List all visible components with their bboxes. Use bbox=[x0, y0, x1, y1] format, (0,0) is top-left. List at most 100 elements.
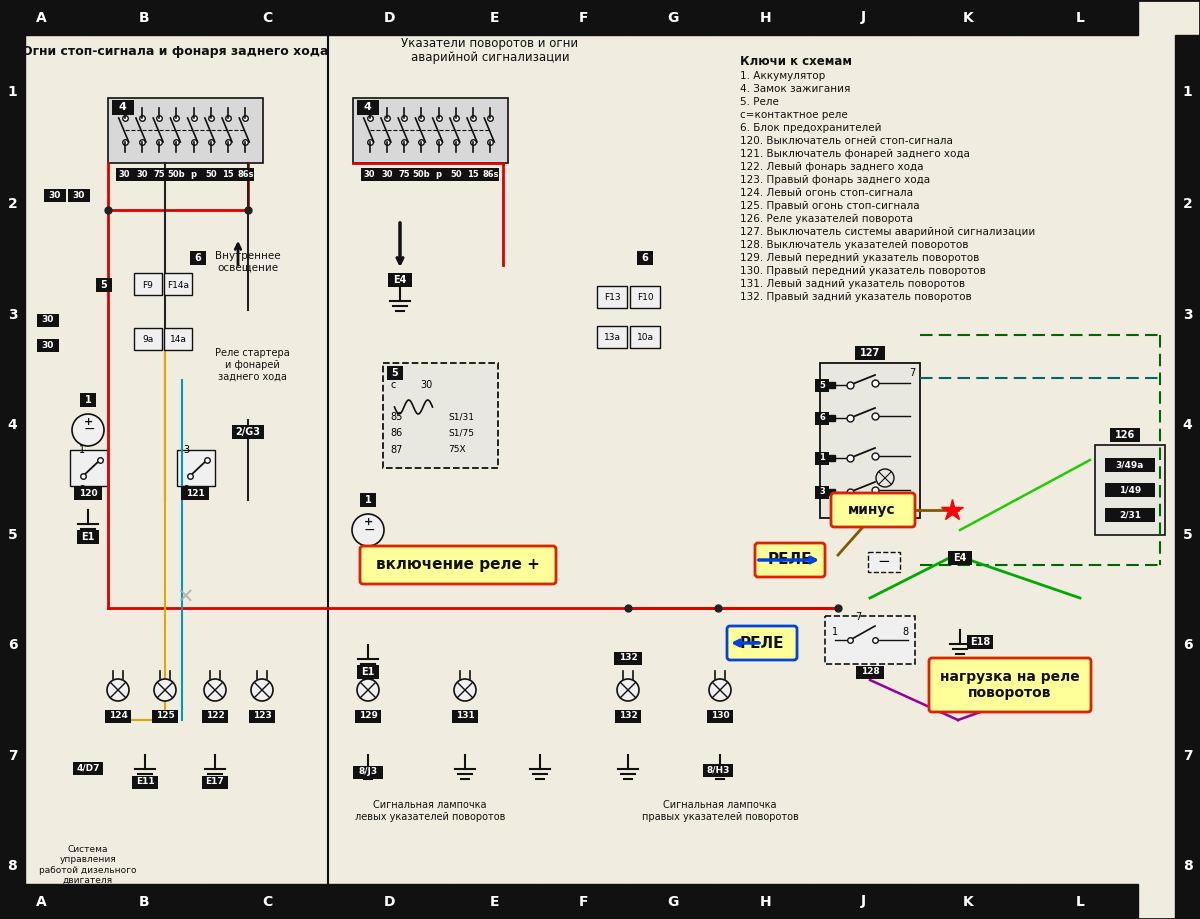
Text: +: + bbox=[84, 417, 94, 427]
Text: 121: 121 bbox=[186, 489, 204, 497]
Bar bbox=[37, 313, 59, 326]
Text: 8: 8 bbox=[902, 627, 908, 637]
Bar bbox=[132, 776, 158, 789]
Bar bbox=[202, 709, 228, 722]
Text: РЕЛЕ: РЕЛЕ bbox=[739, 636, 785, 651]
Bar bbox=[82, 884, 208, 919]
Bar bbox=[1096, 445, 1165, 535]
Bar bbox=[353, 97, 508, 163]
Bar bbox=[220, 168, 238, 181]
Bar bbox=[614, 652, 642, 664]
Text: 123. Правый фонарь заднего хода: 123. Правый фонарь заднего хода bbox=[740, 175, 930, 185]
Text: F14a: F14a bbox=[167, 280, 190, 289]
Text: 10a: 10a bbox=[636, 334, 654, 343]
Text: 2: 2 bbox=[182, 485, 190, 495]
Text: J: J bbox=[860, 10, 865, 25]
Text: 1: 1 bbox=[7, 85, 17, 98]
Text: 5: 5 bbox=[820, 380, 824, 390]
Text: 6: 6 bbox=[642, 253, 648, 263]
Text: Внутреннее
освещение: Внутреннее освещение bbox=[215, 251, 281, 273]
Bar bbox=[68, 188, 90, 201]
Bar bbox=[1175, 813, 1200, 919]
Text: 127. Выключатель системы аварийной сигнализации: 127. Выключатель системы аварийной сигна… bbox=[740, 227, 1036, 237]
Text: 5: 5 bbox=[101, 280, 107, 290]
Text: 2: 2 bbox=[7, 197, 17, 211]
Text: 86: 86 bbox=[390, 428, 403, 438]
Bar bbox=[707, 709, 733, 722]
Text: H: H bbox=[760, 10, 772, 25]
Bar bbox=[208, 0, 328, 35]
Bar bbox=[202, 776, 228, 789]
Text: 15: 15 bbox=[222, 170, 234, 179]
Text: 30: 30 bbox=[49, 190, 61, 199]
Text: 3: 3 bbox=[7, 308, 17, 322]
Text: E4: E4 bbox=[953, 553, 967, 563]
Bar bbox=[181, 486, 209, 500]
Text: 124: 124 bbox=[108, 711, 127, 720]
Text: 30: 30 bbox=[420, 380, 433, 390]
Text: 3: 3 bbox=[820, 487, 824, 496]
Text: 127: 127 bbox=[860, 347, 880, 357]
Text: 5: 5 bbox=[7, 528, 17, 542]
Text: 124. Левый огонь стоп-сигнала: 124. Левый огонь стоп-сигнала bbox=[740, 188, 913, 198]
Text: аварийной сигнализации: аварийной сигнализации bbox=[410, 51, 569, 63]
Text: 1: 1 bbox=[820, 453, 824, 462]
Bar bbox=[328, 0, 451, 35]
Bar bbox=[630, 326, 660, 348]
Bar bbox=[232, 425, 264, 439]
Text: B: B bbox=[139, 10, 150, 25]
Text: A: A bbox=[36, 894, 47, 909]
Bar bbox=[0, 590, 25, 700]
Text: минус: минус bbox=[848, 503, 896, 517]
Text: 7: 7 bbox=[854, 612, 862, 622]
Bar bbox=[0, 480, 25, 590]
Text: 7: 7 bbox=[908, 368, 916, 378]
Bar bbox=[0, 370, 25, 480]
Bar bbox=[868, 552, 900, 572]
FancyBboxPatch shape bbox=[360, 546, 556, 584]
Bar bbox=[236, 168, 254, 181]
Bar bbox=[108, 97, 263, 163]
Text: 87: 87 bbox=[390, 445, 403, 455]
Text: 129. Левый передний указатель поворотов: 129. Левый передний указатель поворотов bbox=[740, 253, 979, 263]
Bar bbox=[538, 884, 628, 919]
Text: Реле стартера
и фонарей
заднего хода: Реле стартера и фонарей заднего хода bbox=[215, 348, 289, 381]
Text: H: H bbox=[760, 894, 772, 909]
Text: S1/75: S1/75 bbox=[448, 428, 474, 437]
Bar bbox=[361, 168, 379, 181]
Bar bbox=[185, 168, 203, 181]
Bar bbox=[0, 813, 25, 919]
Text: Указатели поворотов и огни: Указатели поворотов и огни bbox=[402, 37, 578, 50]
Text: 121. Выключатель фонарей заднего хода: 121. Выключатель фонарей заднего хода bbox=[740, 149, 970, 159]
Text: 75X: 75X bbox=[448, 446, 466, 455]
Bar bbox=[1105, 458, 1154, 472]
Text: 2/31: 2/31 bbox=[1120, 510, 1141, 519]
Bar bbox=[1022, 0, 1138, 35]
Text: 125. Правый огонь стоп-сигнала: 125. Правый огонь стоп-сигнала bbox=[740, 201, 919, 211]
Bar bbox=[814, 0, 913, 35]
Text: 128: 128 bbox=[860, 667, 880, 676]
Text: L: L bbox=[1076, 10, 1085, 25]
Bar bbox=[1022, 884, 1138, 919]
Bar bbox=[452, 709, 478, 722]
Text: E: E bbox=[490, 894, 499, 909]
Bar bbox=[134, 328, 162, 350]
Bar bbox=[820, 362, 920, 517]
Text: 132: 132 bbox=[619, 653, 637, 663]
Bar bbox=[616, 709, 641, 722]
Text: 50b: 50b bbox=[413, 170, 431, 179]
Text: 4: 4 bbox=[364, 103, 372, 112]
Bar bbox=[815, 451, 829, 464]
Bar bbox=[77, 530, 98, 544]
Bar bbox=[74, 486, 102, 500]
Bar bbox=[703, 764, 733, 777]
Bar bbox=[1175, 590, 1200, 700]
Text: 3: 3 bbox=[1183, 308, 1193, 322]
Text: Система
управления
работой дизельного
двигателя: Система управления работой дизельного дв… bbox=[40, 845, 137, 885]
Text: 131: 131 bbox=[456, 711, 474, 720]
Text: ✕: ✕ bbox=[176, 588, 193, 608]
Text: K: K bbox=[962, 10, 973, 25]
Circle shape bbox=[72, 414, 104, 446]
Bar bbox=[630, 286, 660, 308]
Text: Огни стоп-сигнала и фонаря заднего хода: Огни стоп-сигнала и фонаря заднего хода bbox=[22, 46, 329, 59]
